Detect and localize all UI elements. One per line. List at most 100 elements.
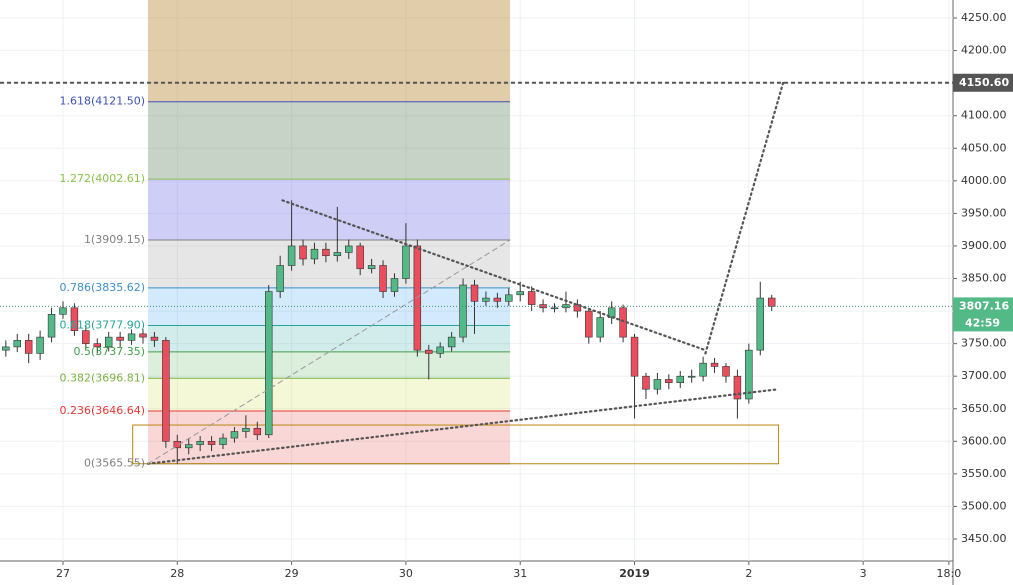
fib-label: 0.786(3835.62): [59, 281, 145, 294]
fib-label: 1(3909.15): [84, 233, 145, 246]
y-tick-label: 3550.00: [961, 467, 1007, 480]
plot-area: [0, 0, 953, 561]
candle-body: [562, 304, 570, 309]
candle-body: [402, 245, 410, 279]
y-tick-label: 4000.00: [961, 174, 1007, 187]
candle-body: [413, 245, 422, 351]
y-tick-label: 4250.00: [961, 11, 1007, 24]
trendline: [147, 239, 511, 465]
candle-body: [447, 336, 456, 348]
fib-band: [148, 0, 511, 102]
candle-body: [390, 278, 399, 292]
candle-body: [196, 441, 204, 445]
y-tick-label: 3650.00: [961, 402, 1007, 415]
candle-body: [299, 245, 307, 260]
candle-body: [367, 265, 376, 270]
candle-body: [47, 314, 56, 338]
candle-body: [322, 248, 330, 257]
countdown-label: 42:59: [965, 316, 1000, 329]
y-tick-label: 4050.00: [961, 141, 1007, 154]
x-tick-label: 28: [170, 567, 184, 580]
candle-body: [59, 307, 67, 315]
candle-body: [687, 375, 696, 378]
candle-body: [516, 291, 524, 296]
range-box: [132, 424, 780, 465]
candle-body: [150, 336, 159, 341]
fib-label: 1.618(4121.50): [59, 95, 145, 108]
candle-body: [139, 333, 147, 338]
candle-body: [665, 379, 673, 384]
fib-band: [148, 325, 511, 352]
candle-body: [2, 346, 10, 351]
candle-body: [116, 336, 124, 341]
trendline: [281, 199, 707, 352]
candle-body: [550, 307, 559, 310]
candle-body: [219, 437, 227, 445]
candle-body: [13, 340, 21, 348]
y-tick-label: 4100.00: [961, 109, 1007, 122]
candle-body: [104, 336, 113, 348]
candle-body: [699, 362, 707, 377]
candle-body: [573, 304, 582, 312]
fib-label: 0.236(3646.64): [59, 404, 145, 417]
candle-body: [425, 349, 433, 354]
candle-body: [379, 265, 387, 292]
candle-body: [127, 333, 136, 341]
candle-body: [287, 245, 296, 266]
x-tick-label: 30: [399, 567, 413, 580]
x-tick-label: 31: [513, 567, 527, 580]
price-tag: [953, 73, 1013, 92]
candle-body: [93, 343, 102, 348]
x-tick-label: 2019: [619, 567, 650, 580]
x-tick-label: 18:0: [937, 567, 962, 580]
candle-body: [470, 284, 479, 302]
candle-body: [333, 252, 342, 257]
candle-body: [596, 317, 604, 338]
y-tick-label: 3700.00: [961, 369, 1007, 382]
fib-label: 0.5(3737.35): [73, 345, 145, 358]
candle-body: [733, 375, 742, 400]
fib-label: 0(3565.55): [84, 457, 145, 470]
candle-body: [70, 307, 79, 331]
candle-body: [82, 330, 90, 344]
candle-body: [630, 336, 639, 377]
candle-body: [482, 297, 490, 302]
candle-body: [527, 291, 536, 305]
x-tick-label: 2: [745, 567, 752, 580]
last-price-tag: [953, 297, 1013, 332]
price-tag-label: 4150.60: [959, 76, 1009, 89]
candle-body: [265, 291, 273, 436]
candle-body: [436, 346, 444, 354]
fib-band: [148, 179, 511, 240]
trendline: [704, 81, 785, 355]
fib-band: [148, 378, 511, 411]
candle-body: [36, 336, 44, 354]
fib-band: [148, 351, 511, 379]
candle-body: [276, 265, 284, 292]
candle-body: [345, 245, 353, 253]
candle-body: [162, 340, 170, 442]
y-tick-label: 3500.00: [961, 499, 1007, 512]
candle-body: [745, 349, 753, 400]
candle-body: [356, 245, 364, 270]
candle-body: [642, 375, 650, 390]
x-tick-label: 3: [860, 567, 867, 580]
y-tick-label: 3850.00: [961, 272, 1007, 285]
last-price-label: 3807.16: [959, 299, 1009, 312]
fib-band: [148, 101, 511, 180]
y-tick-label: 3750.00: [961, 337, 1007, 350]
candle-body: [505, 294, 513, 302]
candle-body: [207, 441, 216, 445]
fib-band: [148, 410, 511, 464]
candle-body: [493, 297, 502, 302]
candle-body: [230, 431, 239, 439]
x-tick-label: 29: [285, 567, 299, 580]
fib-label: 0.618(3777.90): [59, 318, 145, 331]
y-tick-label: 3950.00: [961, 206, 1007, 219]
candle-body: [710, 362, 719, 367]
y-tick-label: 4200.00: [961, 44, 1007, 57]
candle-body: [459, 284, 467, 338]
candle-body: [676, 375, 684, 384]
